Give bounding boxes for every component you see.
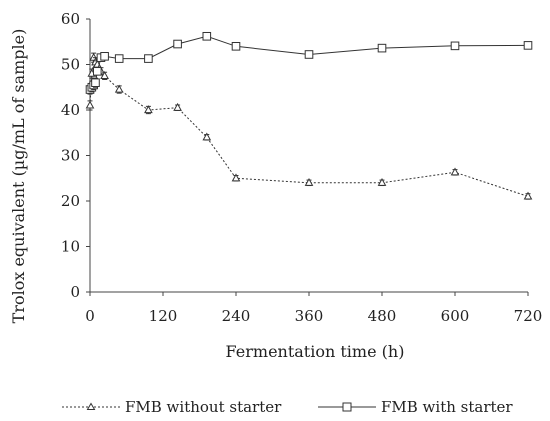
series-line-without-starter — [89, 57, 529, 197]
legend-item-without-starter: FMB without starter — [62, 398, 282, 416]
x-tick-label: 720 — [514, 307, 543, 325]
legend: FMB without starter FMB with starter — [62, 398, 513, 416]
x-axis-title: Fermentation time (h) — [226, 342, 405, 361]
y-tick-label: 20 — [61, 192, 80, 210]
x-tick-label: 120 — [149, 307, 178, 325]
x-tick-label: 360 — [295, 307, 324, 325]
data-point-triangle — [377, 177, 387, 186]
data-point-triangle — [202, 132, 212, 141]
y-tick-label: 0 — [70, 283, 80, 301]
legend-item-with-starter: FMB with starter — [318, 398, 513, 416]
series-with-starter — [85, 31, 533, 95]
data-point-triangle — [304, 177, 314, 186]
y-tick-label: 40 — [61, 101, 80, 119]
y-tick-label: 10 — [61, 238, 80, 256]
legend-marker-square — [342, 402, 352, 412]
data-point-square — [173, 39, 182, 49]
data-point-triangle — [523, 191, 533, 200]
data-point-square — [93, 67, 102, 76]
x-tick-label: 240 — [222, 307, 251, 325]
data-point-triangle — [173, 102, 182, 111]
y-tick-label: 30 — [61, 147, 80, 165]
data-point-square — [114, 54, 124, 63]
y-tick-label: 50 — [61, 56, 80, 74]
data-point-triangle — [100, 71, 109, 79]
x-tick-label: 600 — [441, 307, 470, 325]
data-point-square — [377, 43, 387, 53]
data-point-triangle — [144, 105, 153, 114]
y-axis-title: Trolox equivalent (µg/mL of sample) — [9, 29, 28, 324]
legend-label-without-starter: FMB without starter — [125, 398, 282, 416]
data-point-triangle — [231, 173, 241, 182]
x-tick-label: 480 — [368, 307, 397, 325]
data-point-square — [231, 42, 241, 51]
data-point-square — [91, 78, 100, 88]
data-point-square — [450, 41, 460, 51]
data-point-triangle — [114, 84, 124, 93]
legend-marker-triangle — [86, 402, 96, 410]
series-layer — [85, 31, 533, 200]
data-point-square — [304, 50, 314, 59]
data-point-square — [202, 31, 212, 41]
data-point-triangle — [450, 167, 460, 176]
data-point-square — [144, 54, 153, 63]
series-line-with-starter — [89, 35, 529, 90]
x-tick-label: 0 — [85, 307, 95, 325]
data-point-square — [100, 52, 109, 61]
data-point-triangle — [85, 100, 95, 109]
legend-label-with-starter: FMB with starter — [381, 398, 513, 416]
y-tick-label: 60 — [61, 10, 80, 28]
series-without-starter — [85, 52, 533, 200]
data-point-square — [523, 41, 533, 50]
